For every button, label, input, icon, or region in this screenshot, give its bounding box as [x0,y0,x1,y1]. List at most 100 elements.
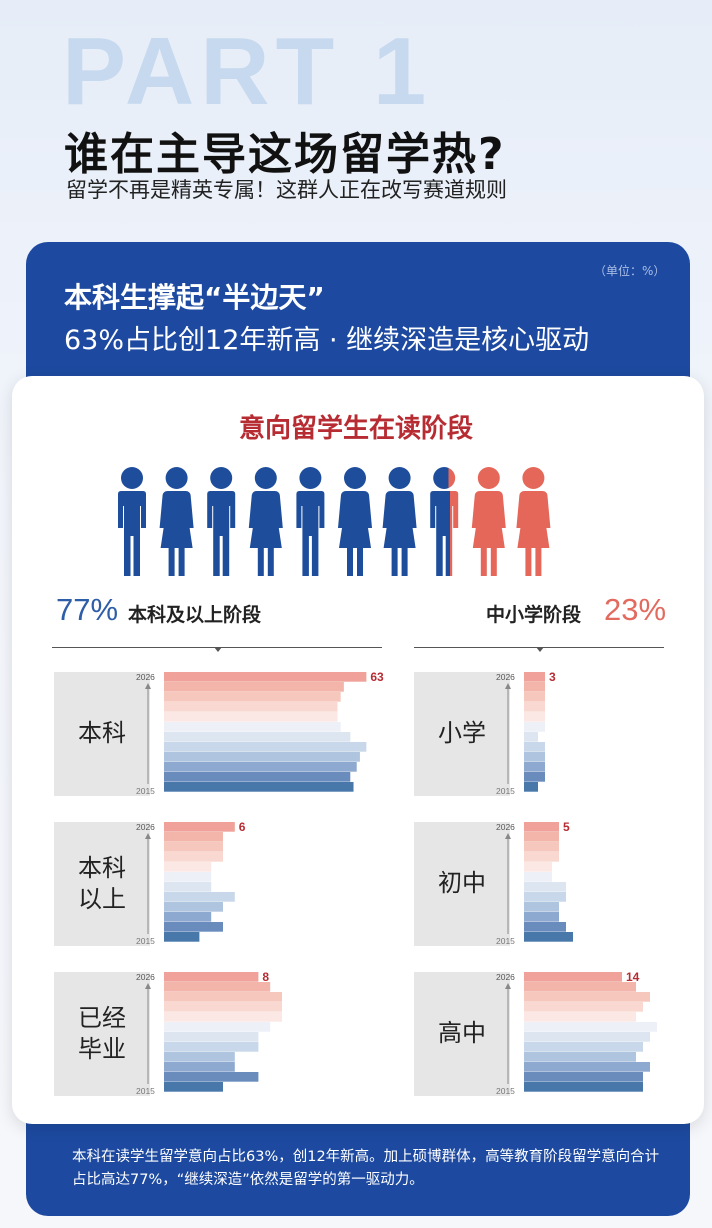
year-top-label: 2026 [496,972,515,982]
bar [524,892,566,902]
bar [164,872,212,882]
bar [164,882,212,892]
bar [164,852,223,862]
bar [524,732,538,742]
bar-chart-high: 2026 2015 14 [496,970,657,1096]
bar [524,1052,636,1062]
value-label: 63 [370,670,384,684]
bar [164,702,338,712]
bar [524,912,559,922]
card-subtitle: 63%占比创12年新高 · 继续深造是核心驱动 [64,325,590,356]
bar [164,692,341,702]
chart-title: 意向留学生在读阶段 [238,414,473,444]
axis-arrowhead [145,833,151,839]
axis-arrowhead [505,983,511,989]
value-label: 14 [626,970,640,984]
bar [164,782,354,792]
bar [524,882,566,892]
bar [164,1062,235,1072]
bar [524,672,545,682]
bar [524,1042,643,1052]
bar [524,772,545,782]
year-bottom-label: 2015 [136,1086,155,1096]
bar [164,912,212,922]
female-person-icon [382,467,417,576]
bar [164,682,344,692]
value-label: 6 [239,820,246,834]
bar [164,722,341,732]
bar [164,932,200,942]
value-label: 5 [563,820,570,834]
unit-note: （单位：%） [594,264,666,278]
value-label: 8 [262,970,269,984]
bar-chart-middle: 2026 2015 5 [496,820,573,946]
bar [164,832,223,842]
left-label: 本科及以上阶段 [128,604,262,626]
right-divider-caret [536,647,544,652]
bar [164,992,282,1002]
bar [524,852,559,862]
bar [524,862,552,872]
bar [524,682,545,692]
footer-text: 本科在读学生留学意向占比63%，创12年新高。加上硕博群体，高等教育阶段留学意向… [72,1149,660,1188]
male-person-icon [207,467,236,576]
female-person-icon [471,467,506,576]
bar [524,782,538,792]
bar [164,972,259,982]
bar [164,1022,271,1032]
bar [164,902,223,912]
bar [524,742,545,752]
panel-graduated: 已经 毕业 [54,972,150,1096]
panel-label: 本科 以上 [78,853,126,913]
male-person-icon [430,467,459,576]
bar [524,1032,650,1042]
bar [164,772,351,782]
bar [164,712,338,722]
panel-bachelor: 本科 [54,672,150,796]
bar [164,842,223,852]
bar [164,1032,259,1042]
bar [164,1052,235,1062]
bar [524,1082,643,1092]
pictogram [118,467,551,576]
bar [164,1072,259,1082]
year-bottom-label: 2015 [496,936,515,946]
bar [164,1042,259,1052]
male-person-icon [296,467,325,576]
bar [524,752,545,762]
axis-arrowhead [145,683,151,689]
bar [524,872,552,882]
bar [524,1062,650,1072]
bar [524,692,545,702]
bar-chart-primary: 2026 2015 3 [496,670,556,796]
bar-chart-postgrad: 2026 2015 6 [136,820,246,946]
bar [524,922,566,932]
panel-postgrad: 本科 以上 [54,822,150,946]
panel-primary: 小学 [414,672,510,796]
bar [524,842,559,852]
panel-label: 本科 [78,719,126,748]
bar [524,722,545,732]
bar [524,832,559,842]
bar [164,742,367,752]
bar-chart-bachelor: 2026 2015 63 [136,670,384,796]
bar [524,992,650,1002]
bar [164,672,367,682]
year-bottom-label: 2015 [136,786,155,796]
year-top-label: 2026 [136,972,155,982]
bar [164,862,212,872]
female-person-icon [248,467,283,576]
axis-arrowhead [505,833,511,839]
bar [164,1082,223,1092]
year-top-label: 2026 [136,672,155,682]
bar [164,922,223,932]
panel-high: 高中 [414,972,510,1096]
value-label: 3 [549,670,556,684]
bar [524,932,573,942]
bar [524,1012,636,1022]
left-percentage: 77% [56,592,119,627]
bar [524,972,622,982]
bar [164,732,351,742]
card-title: 本科生撑起“半边天” [64,281,325,314]
bar [164,762,357,772]
